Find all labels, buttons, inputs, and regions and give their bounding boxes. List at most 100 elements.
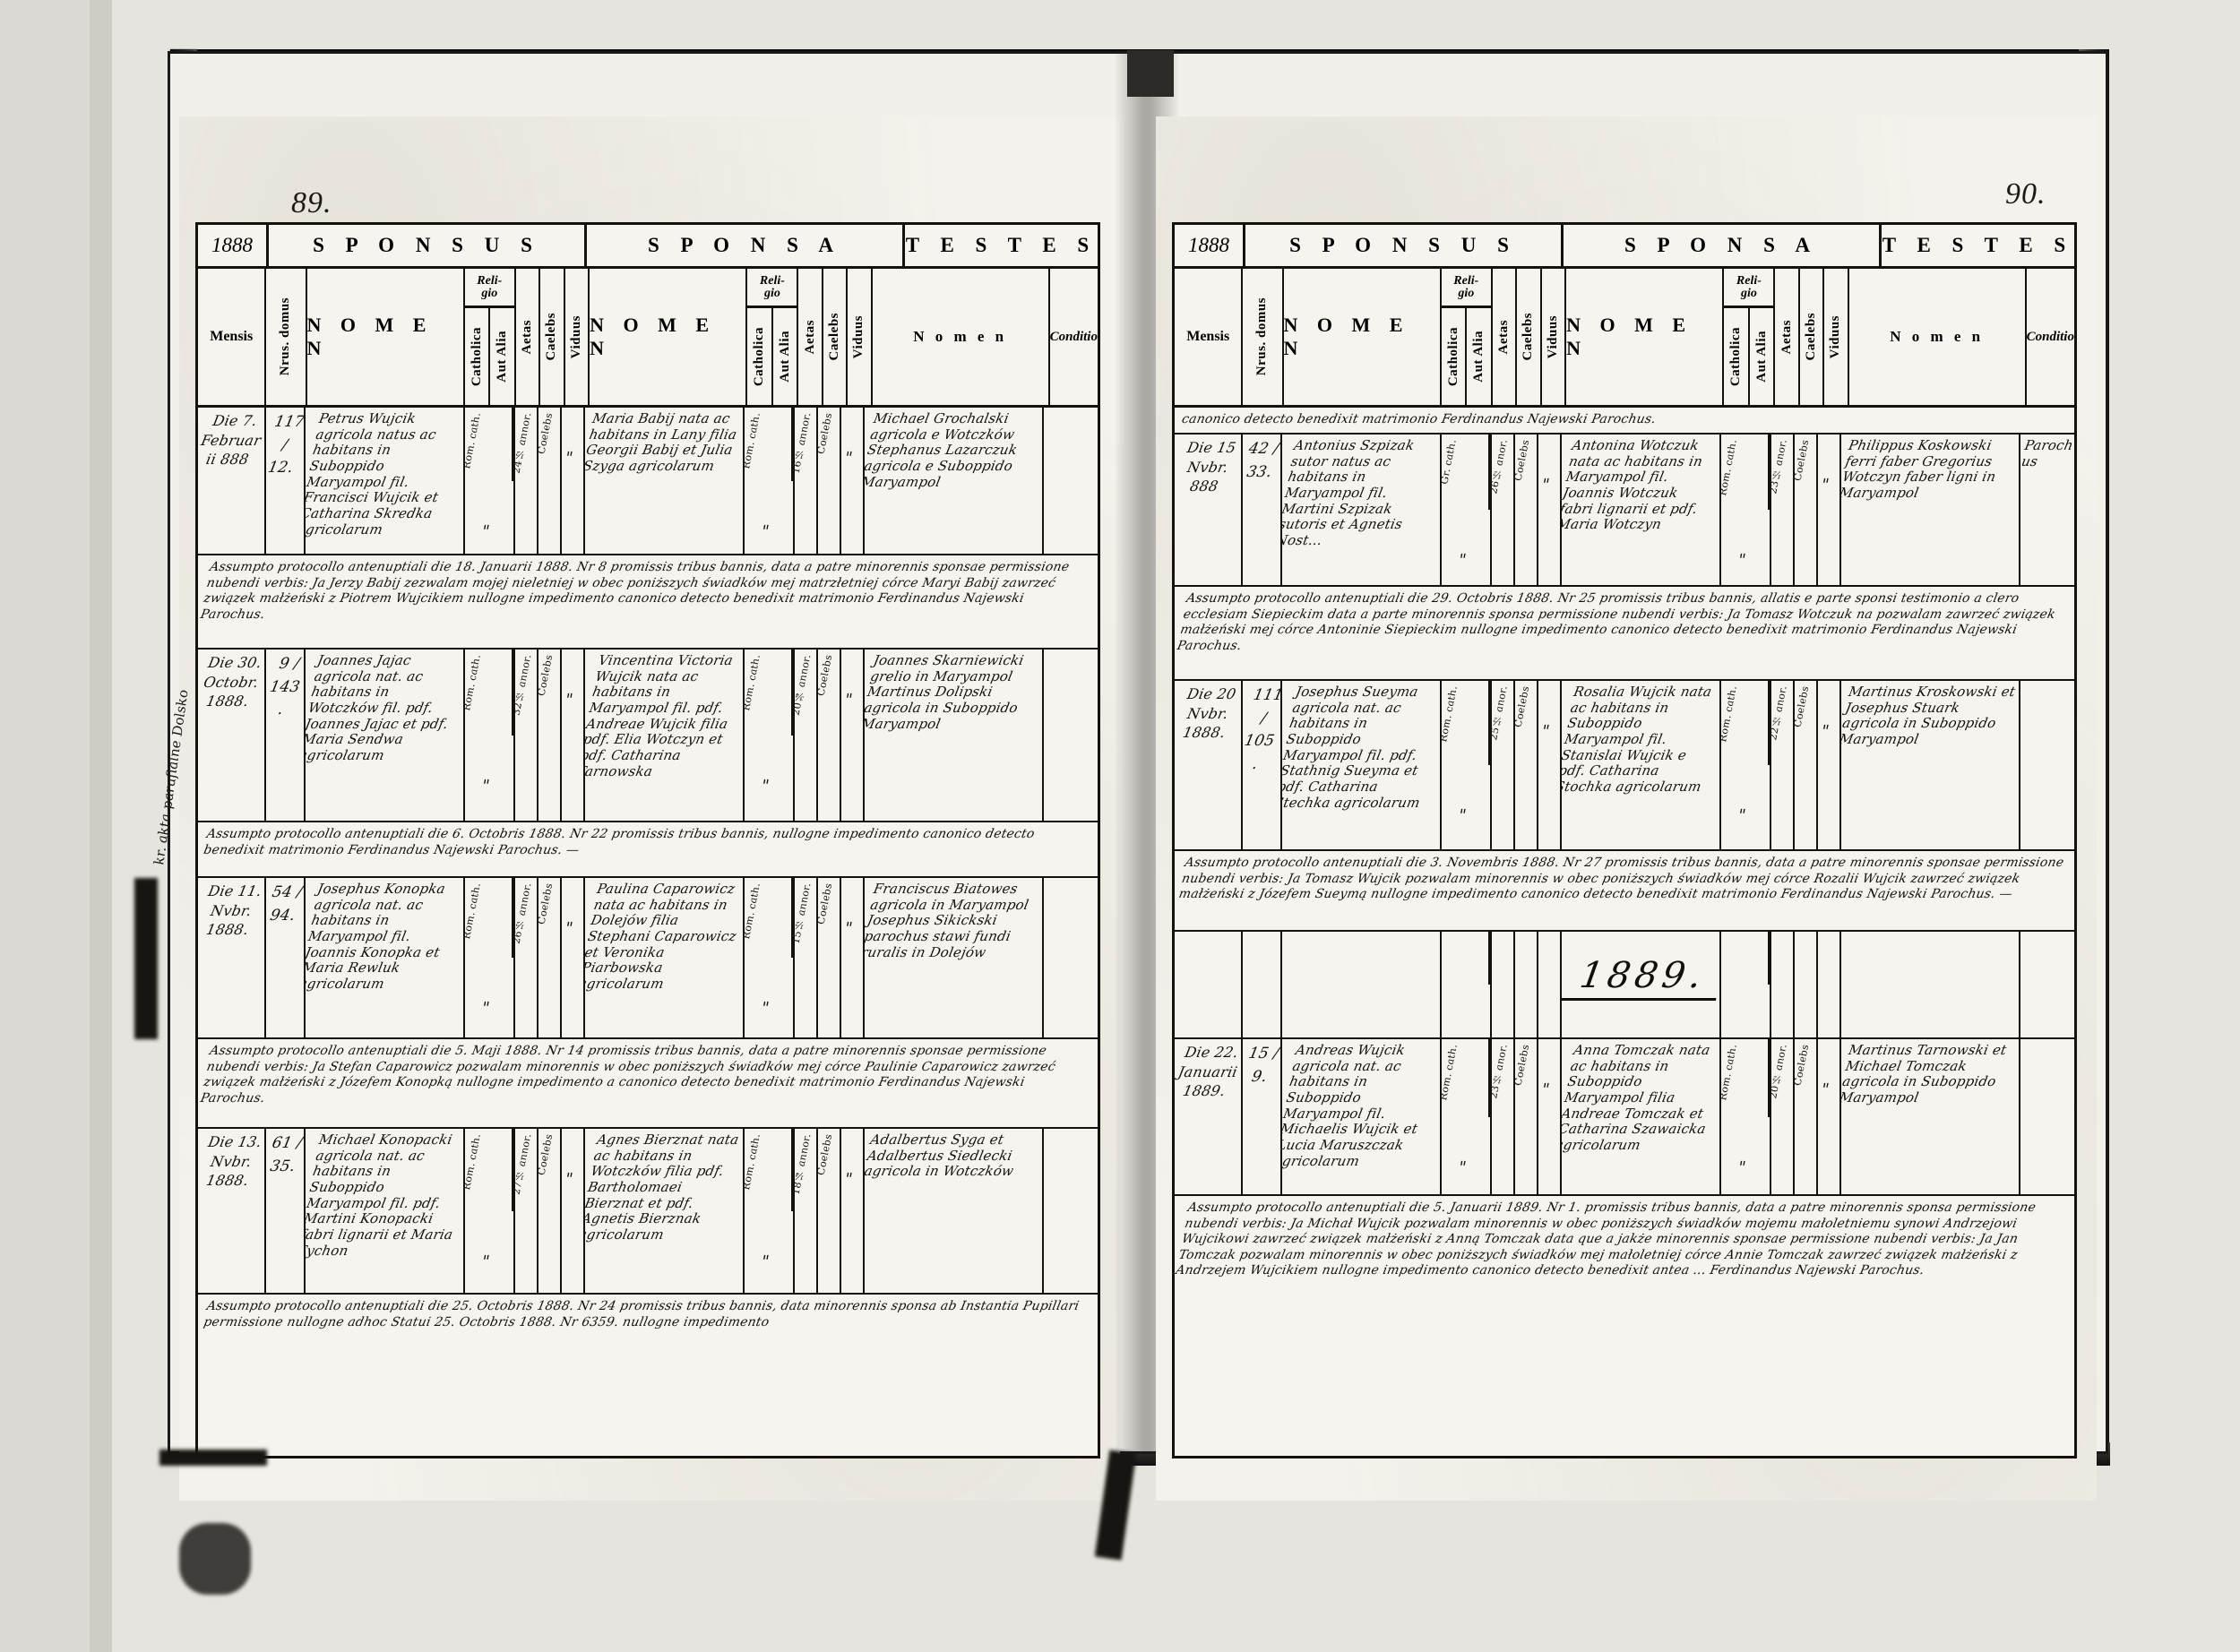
table-row[interactable]: Die 15 Nvbr. 888 42 / 33. Antonius Szpiz… [1175, 435, 2074, 587]
cell-sponsa-autalia: " [1736, 806, 1748, 825]
table-group-header-row-left: 1888 S P O N S U S S P O N S A T E S T E… [198, 225, 1098, 269]
cell-sponsus-nomen: Josephus Konopka agricola nat. ac habita… [306, 881, 447, 993]
group-sponsus-right: S P O N S U S [1245, 225, 1564, 266]
cell-sponsa-autalia: " [759, 776, 771, 796]
col-nrus-domus-right: Nrus. domus [1243, 269, 1284, 405]
table-row[interactable]: Die 30. Octobr. 1888. 9 / 143. Joannes J… [198, 650, 1098, 822]
cell-sponsus-nomen: Josephus Sueyma agricola nat. ac habitan… [1282, 684, 1422, 811]
cell-sponsus-nomen: Joannes Jajac agricola nat. ac habitans … [306, 652, 450, 764]
cell-sponsa-viduus: " [842, 449, 855, 468]
cell-sponsa-caelebs: Coelebs [1795, 440, 1812, 481]
col-sponsus-aetas-left: Aetas [516, 269, 541, 405]
group-sponsus-left: S P O N S U S [269, 225, 587, 266]
table-column-header-row-left: Mensis Nrus. domus N O M E N Reli-gio Ca… [198, 269, 1098, 408]
cell-sponsa-nomen: Anna Tomczak nata ac habitans in Suboppi… [1562, 1042, 1712, 1154]
entry-note[interactable]: Assumpto protocollo antenuptiali die 25.… [198, 1295, 1098, 1348]
open-book: 89. kr. akta parafialne Dolsko 1888 S P … [151, 50, 2106, 1501]
cell-sponsus-aetas: 23½ anor. [1492, 1045, 1510, 1099]
note-text: Assumpto protocollo antenuptiali die 5. … [199, 1044, 1057, 1106]
register-table-left: 1888 S P O N S U S S P O N S A T E S T E… [195, 222, 1100, 1458]
cell-sponsa-caelebs: Coelebs [818, 883, 835, 925]
scan-artifact [179, 1523, 251, 1595]
cell-sponsa-autalia: " [759, 1252, 771, 1271]
cell-nrus-domus: 61 / 35. [268, 1134, 305, 1175]
col-sponsa-nomen-right: N O M E N [1566, 269, 1725, 405]
col-sponsa-caelebs-left: Caelebs [823, 269, 849, 405]
cell-sponsus-autalia: " [1456, 551, 1469, 570]
cell-sponsa-viduus: " [1819, 476, 1831, 495]
cell-nrus-domus: 54 / 94. [268, 883, 305, 925]
col-sponsa-autalia-right: Aut Alia [1753, 331, 1769, 383]
cell-sponsa-caelebs: Coelebs [818, 1134, 835, 1175]
cell-sponsus-caelebs: Coelebs [1515, 1045, 1532, 1086]
cell-sponsa-viduus: " [842, 1170, 855, 1189]
year-divider-row: A. D. 1889. [1175, 932, 2074, 1039]
cell-sponsus-autalia: " [479, 521, 492, 541]
table-row[interactable]: Die 22. Januarii 1889. 15 / 9. Andreas W… [1175, 1039, 2074, 1196]
cell-sponsus-catholica: Rom. cath. [465, 1134, 484, 1191]
cell-sponsa-nomen: Agnes Bierznat nata ac habitans in Wotcz… [585, 1131, 741, 1243]
cell-nrus-domus: 111 / 105. [1243, 686, 1282, 773]
cell-sponsa-viduus: " [1819, 1080, 1831, 1099]
right-page: 90. 1888 S P O N S U S S P O N S A T E S… [1156, 116, 2097, 1501]
table-row[interactable]: Die 11. Nvbr. 1888. 54 / 94. Josephus Ko… [198, 878, 1098, 1039]
cell-sponsus-aetas: 32½ annor. [515, 655, 534, 716]
entry-note[interactable]: Assumpto protocollo antenuptiali die 18.… [198, 555, 1098, 650]
table-row[interactable]: Die 7. Februarii 888 117 / 12. Petrus Wu… [198, 408, 1098, 555]
religio-label-sponsa-right: Reli-gio [1724, 269, 1774, 308]
note-continuation[interactable]: canonico detecto benedixit matrimonio Fe… [1175, 408, 2074, 435]
cell-sponsus-catholica: Gr. cath. [1442, 440, 1459, 485]
table-row[interactable]: Die 13. Nvbr. 1888. 61 / 35. Michael Kon… [198, 1129, 1098, 1295]
cell-conditio: Parochus [2020, 437, 2074, 469]
cell-sponsus-aetas: 27½ annor. [515, 1134, 534, 1195]
entry-note[interactable]: Assumpto protocollo antenuptiali die 5. … [198, 1039, 1098, 1129]
cell-sponsa-viduus: " [1819, 722, 1831, 741]
note-text: Assumpto protocollo antenuptiali die 6. … [202, 827, 1037, 857]
year-cell-left: 1888 [198, 225, 269, 266]
table-body-left: Die 7. Februarii 888 117 / 12. Petrus Wu… [198, 408, 1098, 1458]
cell-sponsa-nomen: Antonina Wotczuk nata ac habitans in Mar… [1562, 437, 1704, 533]
cell-testes-nomen: Martinus Tarnowski et Michael Tomczak ag… [1841, 1042, 2009, 1106]
cell-mensis: Die 15 Nvbr. 888 [1185, 439, 1238, 495]
entry-note[interactable]: Assumpto protocollo antenuptiali die 6. … [198, 822, 1098, 878]
cell-sponsus-autalia: " [479, 1252, 492, 1271]
cell-sponsa-aetas: 23½ anor. [1771, 440, 1789, 495]
cell-sponsus-viduus: " [563, 919, 575, 938]
col-sponsus-viduus-left: Viduus [565, 269, 590, 405]
col-sponsa-aetas-right: Aetas [1775, 269, 1800, 405]
cell-sponsa-caelebs: Coelebs [1795, 686, 1812, 727]
col-mensis-right: Mensis [1175, 269, 1244, 405]
cell-sponsus-autalia: " [479, 776, 492, 796]
col-conditio-right: Conditio [2026, 329, 2074, 344]
cell-testes-nomen: Michael Grochalski agricola e Wotczków S… [865, 410, 1019, 490]
col-sponsus-catholica-left: Catholica [465, 308, 491, 405]
cell-sponsa-aetas: 16½ annor. [795, 413, 814, 474]
col-sponsa-catholica-left: Catholica [747, 308, 773, 405]
cell-sponsa-aetas: 18¼ annor. [795, 1134, 814, 1195]
col-sponsa-caelebs-right: Caelebs [1800, 269, 1825, 405]
gutter-notch [1127, 50, 1174, 97]
cell-sponsa-aetas: 15½ annor. [795, 883, 814, 944]
col-sponsa-nomen-left: N O M E N [590, 269, 748, 405]
entry-note[interactable]: Assumpto protocollo antenuptiali die 29.… [1175, 587, 2074, 681]
cell-sponsa-caelebs: Coelebs [818, 413, 835, 454]
table-row[interactable]: Die 20 Nvbr. 1888. 111 / 105. Josephus S… [1175, 681, 2074, 851]
cell-sponsus-nomen: Andreas Wujcik agricola nat. ac habitans… [1282, 1042, 1419, 1169]
cell-sponsa-catholica: Rom. cath. [1721, 440, 1740, 496]
cell-nrus-domus: 117 / 12. [266, 413, 306, 477]
note-text: Assumpto protocollo antenuptiali die 18.… [199, 560, 1071, 622]
col-conditio-left: Conditio [1049, 329, 1098, 344]
cell-sponsus-aetas: 26½ anor. [1492, 440, 1510, 495]
cell-sponsus-viduus: " [563, 691, 575, 710]
group-sponsa-left: S P O N S A [587, 225, 905, 266]
cell-sponsa-caelebs: Coelebs [818, 655, 835, 696]
cell-sponsus-catholica: Rom. cath. [1442, 1045, 1460, 1101]
cell-sponsus-catholica: Rom. cath. [465, 883, 484, 940]
cell-sponsus-autalia: " [479, 999, 492, 1018]
entry-note[interactable]: Assumpto protocollo antenuptiali die 5. … [1175, 1196, 2074, 1353]
entry-note[interactable]: Assumpto protocollo antenuptiali die 3. … [1175, 851, 2074, 932]
cell-sponsus-caelebs: Coelebs [1515, 440, 1532, 481]
cell-sponsa-autalia: " [1736, 1157, 1748, 1177]
religio-label-sponsus-right: Reli-gio [1441, 269, 1491, 308]
col-nrus-domus-left: Nrus. domus [266, 269, 307, 405]
